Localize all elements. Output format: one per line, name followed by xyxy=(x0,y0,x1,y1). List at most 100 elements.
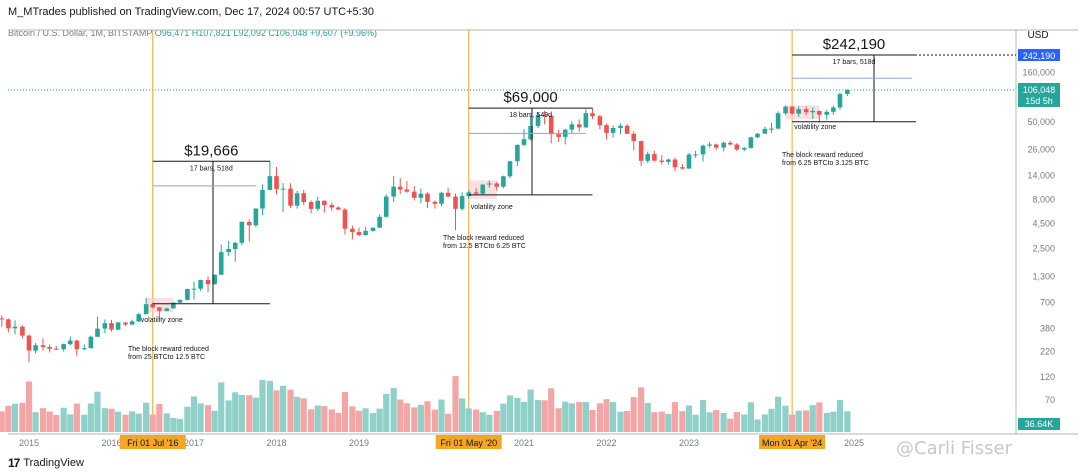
volatility-zone-label-1: volatility zone xyxy=(141,317,183,324)
candle-body xyxy=(700,145,706,155)
volume-bar xyxy=(576,402,583,432)
candle-body xyxy=(432,201,438,204)
y-tick-label: 70 xyxy=(1045,395,1055,405)
volume-bar xyxy=(0,411,5,432)
volume-bar xyxy=(129,411,136,432)
x-tick-label: 2023 xyxy=(679,438,699,448)
volume-bar xyxy=(816,402,823,432)
candle-body xyxy=(377,216,382,228)
volume-bar xyxy=(713,410,720,432)
x-highlight-box xyxy=(119,435,186,449)
volume-bar xyxy=(459,398,466,432)
candle-body xyxy=(590,113,595,117)
candle-body xyxy=(411,191,417,198)
block-reward-subnote-1: from 25 BTCto 12.5 BTC xyxy=(128,354,205,361)
volume-bar xyxy=(610,402,617,432)
volume-bar xyxy=(692,414,699,432)
volume-bar xyxy=(562,401,569,432)
block-reward-note-2: The block reward reduced xyxy=(443,235,524,242)
volume-bar xyxy=(520,401,528,432)
volume-bar xyxy=(445,413,452,432)
x-tick-label: 2025 xyxy=(844,438,864,448)
candle-body xyxy=(109,323,114,330)
volume-bars xyxy=(0,376,851,432)
volume-bar xyxy=(204,405,212,432)
volume-bar xyxy=(11,403,19,432)
candle-body xyxy=(837,93,843,108)
candle-body xyxy=(363,230,368,235)
volume-bar xyxy=(844,411,851,432)
volume-bar xyxy=(465,408,472,432)
candle-body xyxy=(150,304,156,308)
candle-body xyxy=(115,322,121,330)
candle-body xyxy=(459,196,465,209)
volume-bar xyxy=(761,414,768,432)
candle-body xyxy=(507,161,513,177)
candle-body xyxy=(370,227,376,231)
ohlc-low: L92,092 xyxy=(233,28,266,38)
y-tick-label: 2,500 xyxy=(1032,244,1055,254)
candle-body xyxy=(693,154,698,156)
candle-body xyxy=(226,248,231,253)
volume-bar xyxy=(369,412,377,432)
tradingview-logo[interactable]: 17 TradingView xyxy=(8,456,84,470)
halving-lines xyxy=(152,30,793,432)
candle-body xyxy=(0,318,5,320)
candle-body xyxy=(171,302,176,309)
candle-body xyxy=(727,142,733,145)
candle-body xyxy=(569,124,575,130)
candle-body xyxy=(26,335,32,351)
block-reward-subnote-3: from 6.25 BTCto 3.125 BTC xyxy=(782,160,869,167)
candle-body xyxy=(40,345,46,347)
volume-bar xyxy=(25,381,33,432)
volume-bar xyxy=(452,376,459,432)
volume-bar xyxy=(101,408,108,432)
candle-body xyxy=(666,159,671,162)
candle-body xyxy=(129,321,135,325)
volume-bar xyxy=(671,402,679,432)
candle-body xyxy=(136,314,142,322)
volume-bar xyxy=(699,399,707,432)
candle-body xyxy=(480,184,486,194)
volume-bar xyxy=(170,417,177,432)
peak-price-label-2: $69,000 xyxy=(503,89,557,106)
candle-body xyxy=(473,192,479,194)
volume-bar xyxy=(603,399,610,432)
volume-bar xyxy=(32,412,39,432)
candle-body xyxy=(102,323,108,329)
bars-count-label-1: 17 bars, 518d xyxy=(190,165,233,172)
volume-bar xyxy=(548,388,555,432)
volume-bar xyxy=(67,414,74,432)
volume-bar xyxy=(493,410,500,432)
target-price-tag xyxy=(1018,49,1060,61)
candle-body xyxy=(521,139,527,145)
block-reward-note-3: The block reward reduced xyxy=(782,152,863,159)
volume-bar xyxy=(534,400,542,432)
candle-body xyxy=(453,196,458,209)
volume-bar xyxy=(300,398,307,432)
candle-body xyxy=(81,348,87,350)
volume-bar xyxy=(727,418,734,432)
candle-body xyxy=(20,326,25,336)
candle-body xyxy=(12,326,18,329)
target-price-tag-text: 242,190 xyxy=(1023,51,1056,61)
published-line: M_MTrades published on TradingView.com, … xyxy=(8,6,374,18)
bars-count-label-3: 17 bars, 518d xyxy=(833,59,876,66)
candle-body xyxy=(487,183,492,185)
candles-layer xyxy=(0,89,850,363)
volume-bar xyxy=(259,379,266,432)
x-highlight-label: Fri 01 May '20 xyxy=(440,438,497,448)
block-reward-subnote-2: from 12.5 BTCto 6.25 BTC xyxy=(443,243,526,250)
candle-body xyxy=(721,142,726,148)
candle-body xyxy=(67,340,73,345)
volume-bar xyxy=(424,401,431,432)
volume-bar xyxy=(246,395,253,432)
volume-bar xyxy=(582,401,589,432)
y-tick-label: 120 xyxy=(1040,372,1055,382)
volume-bar xyxy=(782,405,789,432)
volume-bar xyxy=(135,413,142,432)
candle-body xyxy=(280,188,286,190)
volume-bar xyxy=(617,411,624,432)
volume-bar xyxy=(197,403,204,432)
